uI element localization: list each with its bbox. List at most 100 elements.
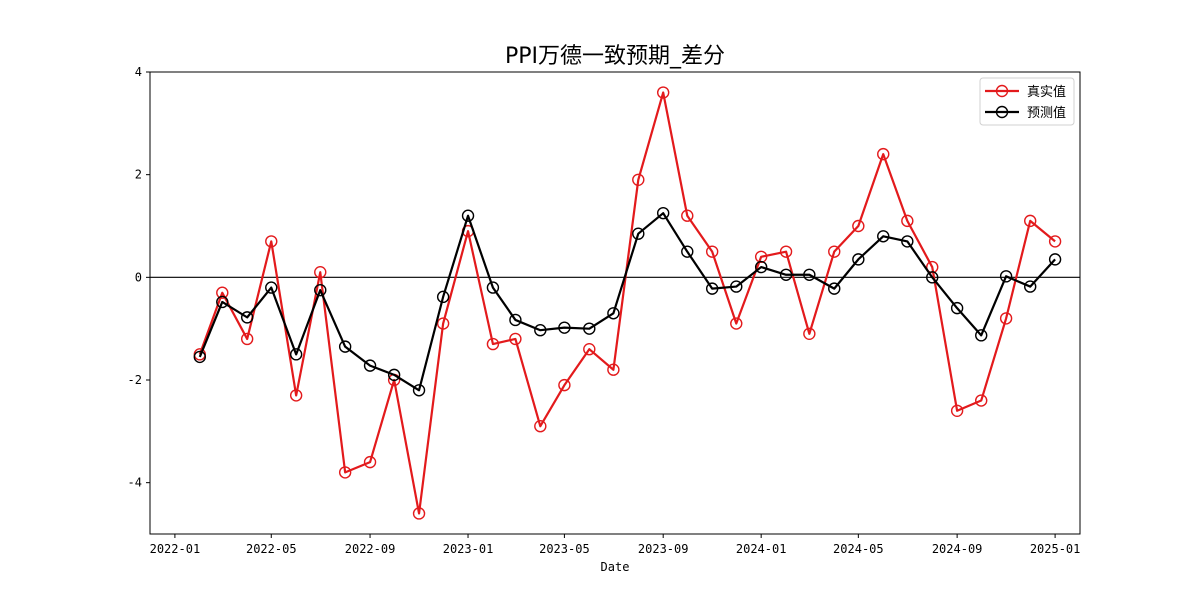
y-tick-label: 4	[135, 65, 142, 79]
data-point	[387, 368, 401, 382]
data-point	[534, 420, 547, 433]
data-point	[975, 329, 988, 342]
data-point	[681, 209, 694, 222]
data-point	[216, 286, 229, 299]
x-tick-label: 2023-09	[638, 542, 689, 556]
chart-title: PPI万德一致预期_差分	[505, 44, 725, 69]
data-point	[509, 313, 522, 327]
y-tick-label: 0	[135, 270, 142, 284]
data-point	[412, 384, 426, 397]
data-point	[193, 350, 206, 364]
data-point	[730, 317, 743, 330]
data-point	[265, 281, 278, 294]
data-point	[632, 173, 645, 187]
data-point	[705, 245, 719, 258]
data-point	[314, 266, 327, 279]
data-point	[265, 235, 278, 248]
x-tick-label: 2024-09	[932, 542, 983, 556]
data-point	[607, 307, 620, 320]
y-tick-label: -2	[128, 373, 142, 387]
data-point	[999, 312, 1013, 325]
data-point	[754, 250, 768, 263]
x-tick-label: 2022-01	[150, 542, 201, 556]
x-tick-label: 2024-05	[833, 542, 884, 556]
data-point	[632, 227, 645, 240]
data-point	[289, 389, 303, 402]
data-point	[901, 214, 914, 228]
data-point	[656, 206, 670, 220]
data-point	[852, 253, 865, 266]
data-point	[803, 327, 816, 340]
legend-item: 预测值	[985, 105, 1066, 121]
series-layer	[193, 86, 1062, 520]
data-point	[852, 219, 865, 233]
data-point	[901, 235, 914, 248]
series-line	[198, 212, 1056, 392]
series-line	[198, 91, 1056, 515]
y-axis: -4 -2 0 2 4	[128, 65, 150, 490]
data-point	[509, 332, 522, 346]
data-point	[828, 282, 841, 295]
data-point	[1024, 214, 1037, 228]
data-point	[583, 343, 596, 356]
data-point	[534, 324, 547, 337]
data-point	[1024, 280, 1037, 293]
data-point	[803, 268, 816, 281]
data-point	[730, 280, 743, 293]
data-point	[828, 245, 841, 258]
data-point	[363, 359, 377, 372]
x-tick-label: 2024-01	[736, 542, 787, 556]
x-tick-label: 2023-01	[443, 542, 494, 556]
data-point	[240, 311, 254, 324]
legend-label: 真实值	[1027, 84, 1066, 100]
data-point	[436, 317, 450, 330]
data-point	[950, 301, 964, 315]
data-point	[705, 282, 719, 295]
data-point	[216, 295, 229, 309]
data-point	[338, 340, 352, 353]
x-tick-label: 2022-05	[246, 542, 297, 556]
data-point	[1048, 253, 1062, 266]
data-point	[656, 86, 670, 99]
data-point	[975, 394, 988, 407]
series-1	[193, 86, 1062, 520]
data-point	[681, 245, 694, 258]
data-point	[583, 322, 596, 335]
data-point	[779, 245, 793, 258]
x-tick-label: 2025-01	[1030, 542, 1081, 556]
data-point	[363, 455, 377, 469]
legend-label: 预测值	[1027, 105, 1066, 121]
data-point	[412, 507, 426, 520]
data-point	[486, 337, 500, 351]
data-point	[607, 363, 620, 376]
series-2	[193, 206, 1062, 397]
data-point	[486, 281, 500, 294]
x-axis-label: Date	[601, 560, 630, 574]
x-tick-label: 2023-05	[539, 542, 590, 556]
legend-frame	[979, 77, 1075, 126]
data-point	[877, 147, 890, 161]
y-tick-label: 2	[135, 168, 142, 182]
data-point	[779, 268, 793, 281]
x-axis: 2022-01 2022-05 2022-09 2023-01 2023-05 2023-…	[150, 534, 1081, 556]
data-point	[314, 283, 327, 297]
data-point	[999, 270, 1013, 283]
data-point	[558, 321, 571, 334]
legend-marker-swatch	[995, 105, 1009, 119]
legend-item: 真实值	[985, 84, 1066, 100]
plot-area-frame	[149, 71, 1081, 535]
data-point	[558, 378, 571, 392]
data-point	[950, 404, 964, 417]
data-point	[436, 290, 450, 304]
data-point	[926, 271, 939, 284]
data-point	[289, 348, 303, 361]
x-tick-label: 2022-09	[345, 542, 396, 556]
data-point	[754, 260, 768, 274]
data-point	[461, 209, 475, 222]
data-point	[240, 332, 254, 346]
data-point	[1048, 235, 1062, 248]
data-point	[926, 260, 939, 274]
y-tick-label: -4	[128, 476, 142, 490]
